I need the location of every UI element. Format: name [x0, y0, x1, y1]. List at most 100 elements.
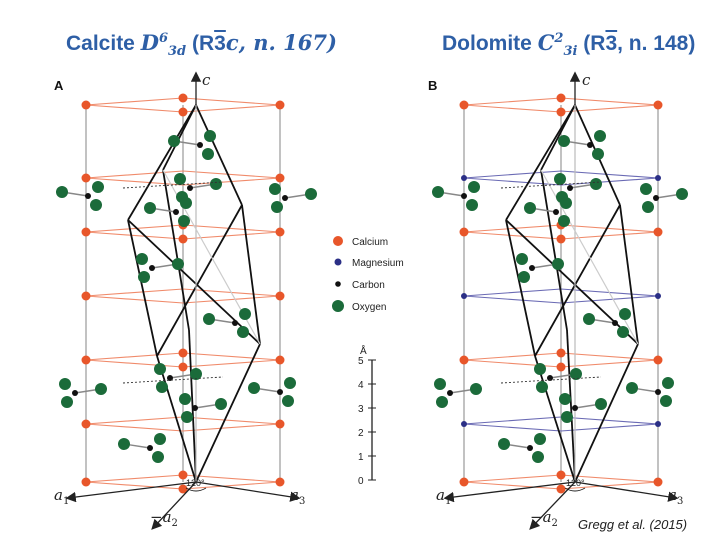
oxygen-atom — [59, 378, 71, 390]
oxygen-atom — [536, 381, 548, 393]
calcite-group-prefix: (R — [191, 32, 215, 55]
dolomite-title: Dolomite C23i (R3, n. 148) — [442, 30, 695, 59]
calcium-atom — [459, 355, 469, 365]
calcite-title: Calcite D63d (R3c, n. 167) — [66, 30, 337, 59]
calcium-atom — [556, 362, 566, 372]
axis-a2-letter-left: a — [163, 508, 172, 526]
axis-a2-letter-right: a — [543, 508, 552, 526]
unit-cell-edge-3 — [505, 219, 536, 357]
oxygen-atom — [516, 253, 528, 265]
calcium-atom — [556, 348, 566, 358]
calcium-atom — [81, 419, 91, 429]
dolomite-symbol-sub: 3i — [563, 44, 578, 60]
oxygen-atom — [468, 181, 480, 193]
carbon-atom — [282, 195, 288, 201]
scale-unit: Å — [360, 344, 367, 357]
calcite-symbol: D — [140, 30, 159, 55]
calcium-atom — [178, 93, 188, 103]
magnesium-atom — [461, 421, 467, 427]
calcium-atom — [81, 355, 91, 365]
calcium-atom — [459, 100, 469, 110]
oxygen-atom — [594, 130, 606, 142]
calcite-name: Calcite — [66, 32, 135, 55]
scale-tick-label-3: 3 — [358, 404, 364, 415]
unit-cell-edge-2 — [540, 104, 576, 171]
oxygen-atom — [284, 377, 296, 389]
oxygen-atom — [138, 271, 150, 283]
oxygen-atom — [174, 173, 186, 185]
unit-cell-edge-6 — [534, 355, 576, 483]
dolomite-group-prefix: (R — [583, 32, 606, 55]
axis-a1 — [65, 481, 197, 503]
carbon-atom — [277, 389, 283, 395]
calcium-atom — [178, 470, 188, 480]
panel-letter-a: A — [54, 78, 64, 93]
calcium-atom — [653, 355, 663, 365]
oxygen-atom — [237, 326, 249, 338]
calcium-atom — [653, 100, 663, 110]
oxygen-atom — [570, 368, 582, 380]
calcium-atom — [178, 484, 188, 494]
oxygen-atom — [466, 199, 478, 211]
unit-cell-edge-5 — [540, 169, 568, 331]
carbon-atom — [527, 445, 533, 451]
oxygen-atom — [561, 411, 573, 423]
oxygen-atom — [168, 135, 180, 147]
oxygen-atom — [470, 383, 482, 395]
scale-bar: Å 0 1 2 3 4 5 — [358, 344, 376, 487]
hidden-edge-1 — [122, 376, 224, 384]
axis-a2-sub-right: 2 — [552, 518, 558, 529]
oxygen-atom — [178, 215, 190, 227]
calcite-symbol-sub: 3d — [167, 44, 187, 60]
hidden-edge-0 — [500, 181, 602, 189]
angle-arc — [185, 487, 207, 492]
oxygen-atom — [56, 186, 68, 198]
unit-cell-edge-3 — [127, 219, 158, 357]
unit-cell-edge-4 — [619, 204, 639, 345]
magnesium-atom — [461, 175, 467, 181]
calcium-atom — [459, 227, 469, 237]
hidden-edge-0 — [122, 181, 224, 189]
calcium-atom — [556, 234, 566, 244]
oxygen-atom — [554, 173, 566, 185]
calcite-group-suffix: c, n. 167) — [225, 30, 337, 55]
calcium-atom — [556, 470, 566, 480]
carbon-atom — [147, 445, 153, 451]
oxygen-atom — [642, 201, 654, 213]
oxygen-atom — [590, 178, 602, 190]
oxygen-atom — [190, 368, 202, 380]
oxygen-atom — [202, 148, 214, 160]
unit-cell-edge-0 — [127, 104, 197, 221]
axis-a1-sub-right: 1 — [445, 496, 451, 507]
dolomite-panel — [432, 71, 688, 530]
unit-cell-edge-7 — [574, 343, 639, 483]
carbon-atom — [653, 195, 659, 201]
carbon-atom — [72, 390, 78, 396]
unit-cell-edge-6 — [156, 355, 197, 483]
axis-c-label-right: c — [582, 71, 591, 89]
oxygen-atom — [271, 201, 283, 213]
oxygen-atom — [534, 433, 546, 445]
dolomite-symbol: C — [537, 30, 555, 55]
magnesium-atom — [655, 293, 661, 299]
oxygen-atom — [617, 326, 629, 338]
unit-cell-edge-8 — [566, 329, 576, 483]
carbon-atom — [232, 320, 238, 326]
axis-a2-minus-left: − — [150, 508, 163, 526]
oxygen-atom — [583, 313, 595, 325]
oxygen-atom — [558, 135, 570, 147]
oxygen-atom — [434, 378, 446, 390]
oxygen-atom — [436, 396, 448, 408]
unit-cell-edge-9 — [127, 219, 261, 345]
oxygen-atom — [432, 186, 444, 198]
oxygen-atom — [595, 398, 607, 410]
carbon-atom — [149, 265, 155, 271]
axis-a3-letter-left: a — [290, 486, 299, 504]
oxygen-atom — [498, 438, 510, 450]
carbon-atom — [567, 185, 573, 191]
carbon-atom — [547, 375, 553, 381]
hidden-edge-1 — [500, 376, 602, 384]
axis-a1-letter-right: a — [436, 486, 445, 504]
legend-calcium-label: Calcium — [352, 237, 388, 248]
